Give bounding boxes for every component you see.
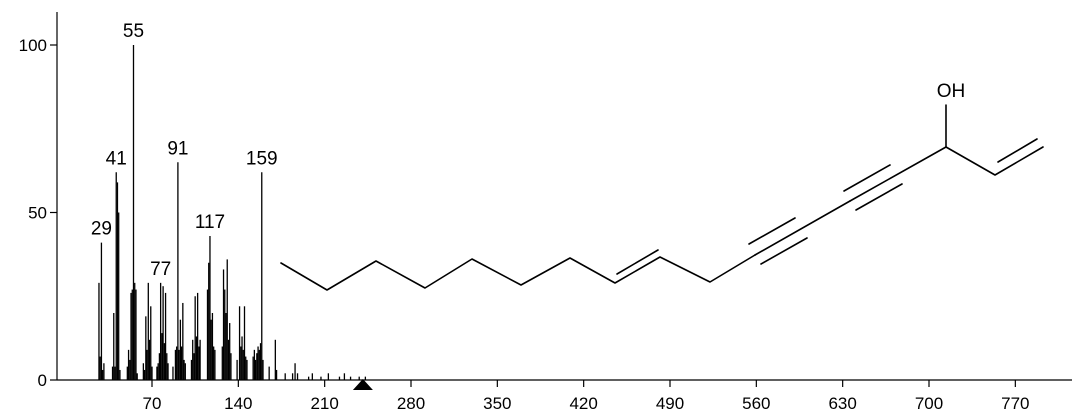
- x-tick-label: 560: [742, 394, 770, 413]
- molecule-structure: [280, 104, 1044, 291]
- triple-bond-1-upper: [748, 217, 796, 245]
- y-tick-label: 100: [19, 36, 47, 55]
- triple-bond-2-center: [849, 146, 947, 202]
- x-tick-label: 490: [656, 394, 684, 413]
- peak-label: 55: [123, 21, 144, 42]
- vinyl-double-bond: [997, 138, 1038, 163]
- peak-label: 91: [167, 138, 188, 159]
- peak-label: 41: [106, 148, 127, 169]
- alkene-double-bond: [616, 249, 659, 275]
- x-tick-label: 420: [569, 394, 597, 413]
- axis-ticks: 70 140 210 280 350 420 490 560 630 700 770 0 50 100: [19, 36, 1030, 413]
- x-tick-label: 350: [483, 394, 511, 413]
- x-tick-label: 700: [915, 394, 943, 413]
- triple-bond-2-upper: [843, 164, 891, 192]
- y-tick-label: 0: [38, 371, 47, 390]
- peak-label: 29: [91, 219, 112, 240]
- alkyl-chain: [280, 254, 756, 291]
- x-tick-label: 280: [397, 394, 425, 413]
- vinyl-chain: [945, 146, 1044, 176]
- peak-label: 117: [195, 212, 225, 233]
- marker-triangle-icon: [352, 379, 373, 390]
- peak-labels: 29 41 55 77 91 117 159: [91, 21, 278, 280]
- peak-label: 77: [150, 259, 171, 280]
- x-tick-label: 140: [224, 394, 252, 413]
- peak-label: 159: [246, 148, 278, 169]
- triple-bond-1-center: [754, 200, 851, 256]
- x-tick-label: 770: [1001, 394, 1029, 413]
- x-tick-label: 630: [828, 394, 856, 413]
- spectrum-peaks: [98, 45, 367, 380]
- y-tick-label: 50: [28, 204, 47, 223]
- x-tick-label: 70: [143, 394, 162, 413]
- x-tick-label: 210: [310, 394, 338, 413]
- triple-bond-2-lower: [855, 183, 903, 211]
- hydroxyl-label: OH: [937, 81, 966, 102]
- triple-bond-1-lower: [760, 237, 808, 265]
